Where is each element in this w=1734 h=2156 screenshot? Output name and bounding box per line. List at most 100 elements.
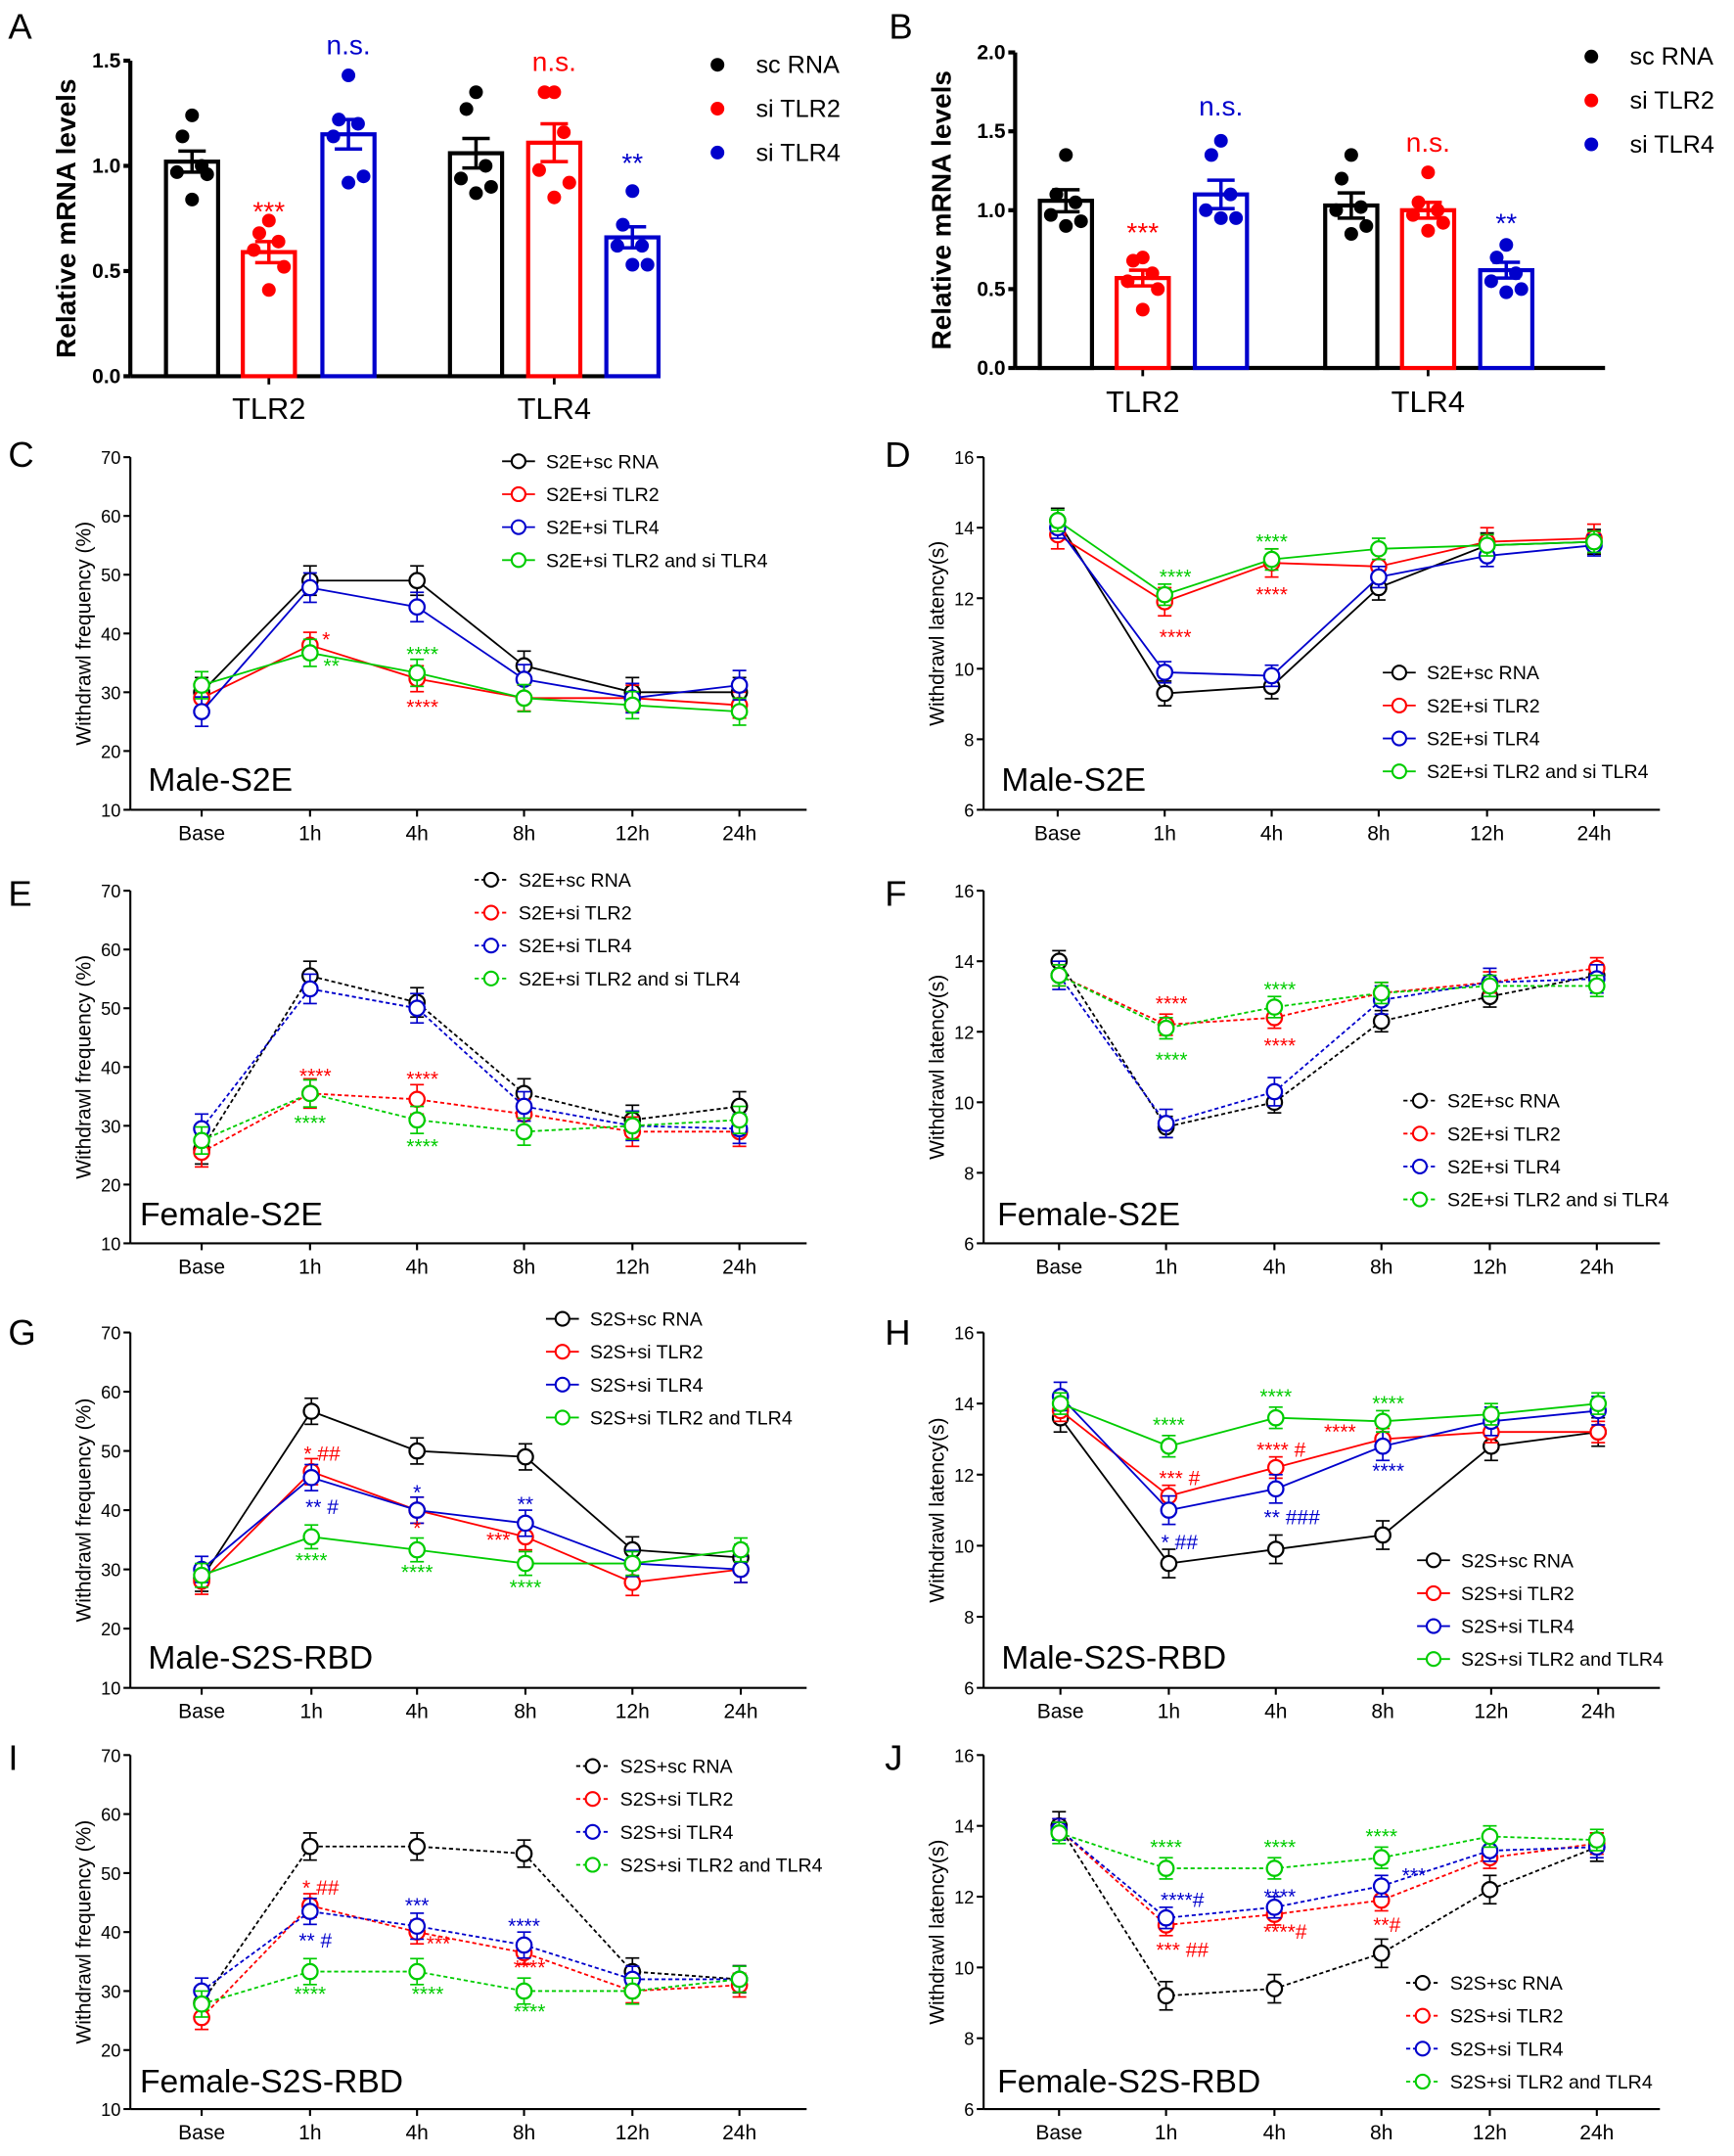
y-tick-label: 10 <box>954 1093 974 1113</box>
legend-label: S2E+si TLR2 and si TLR4 <box>1427 761 1649 783</box>
y-tick-label: 40 <box>101 624 120 644</box>
data-point <box>1266 1540 1285 1558</box>
x-tick-label: 4h <box>405 1256 428 1278</box>
data-point <box>300 578 319 597</box>
data-point <box>300 644 319 662</box>
significance-label: **** <box>508 1915 540 1938</box>
panel-i: I 10 20 30 40 50 60 70 Withdrawl frequency (%) Ba… <box>8 1738 822 2144</box>
y-axis-label: Withdrawl latency(s) <box>927 1418 949 1603</box>
significance-label: *** # <box>1159 1467 1200 1490</box>
panel-letter: B <box>889 7 912 47</box>
legend-marker <box>1414 2041 1431 2057</box>
data-point <box>1229 210 1244 225</box>
data-point <box>469 186 483 201</box>
series-line <box>1058 1828 1597 1919</box>
data-point <box>1370 539 1388 558</box>
legend-marker <box>1411 1191 1429 1208</box>
legend-label: S2S+si TLR2 <box>590 1342 704 1363</box>
y-tick-label: 60 <box>101 1806 120 1825</box>
significance-label: ** <box>1495 207 1517 238</box>
series-line <box>201 987 740 1130</box>
data-point <box>302 1402 321 1420</box>
data-point <box>459 102 474 116</box>
data-point <box>408 1837 427 1856</box>
legend-label: S2S+si TLR2 <box>620 1789 734 1811</box>
data-point <box>1157 1908 1175 1927</box>
x-tick-label: Base <box>178 822 225 845</box>
series-line <box>201 1409 742 1580</box>
data-point <box>515 1845 533 1862</box>
data-point <box>193 1566 210 1584</box>
data-point <box>730 1111 749 1129</box>
data-point <box>271 234 286 249</box>
legend-label: S2S+si TLR4 <box>620 1822 734 1844</box>
y-axis-label: Withdrawl latency(s) <box>927 541 949 726</box>
x-tick-label: 4h <box>1263 2122 1286 2144</box>
data-point <box>1436 215 1450 230</box>
data-point <box>1359 218 1374 233</box>
legend-label: S2E+si TLR4 <box>546 518 660 539</box>
significance-label: **** <box>1255 531 1288 554</box>
y-tick-label: 10 <box>101 1679 120 1699</box>
legend-label: S2E+si TLR4 <box>1427 729 1540 751</box>
significance-label: n.s. <box>1199 91 1243 121</box>
x-tick-label: 12h <box>1474 1700 1508 1722</box>
legend-label: S2S+si TLR4 <box>1450 2039 1564 2060</box>
data-point <box>1489 251 1504 265</box>
x-tick-label: 8h <box>513 822 535 845</box>
y-tick-label: 12 <box>954 1466 974 1486</box>
legend-label: S2S+sc RNA <box>590 1309 704 1331</box>
legend-marker <box>710 58 725 72</box>
data-point <box>356 169 371 184</box>
panel-letter: A <box>8 7 32 47</box>
data-point <box>610 239 624 253</box>
significance-label: n.s. <box>1406 127 1450 158</box>
x-tick-label: 24h <box>723 1700 757 1722</box>
legend-marker <box>554 1376 570 1393</box>
y-tick-label: 16 <box>954 1746 974 1766</box>
x-tick-label: 12h <box>616 1256 650 1278</box>
legend-label: S2S+si TLR4 <box>1461 1617 1574 1638</box>
y-tick-label: 6 <box>964 801 974 820</box>
y-tick-label: 12 <box>954 589 974 609</box>
series-line <box>201 1970 740 2005</box>
x-tick-label: Base <box>178 1700 225 1722</box>
series-line <box>201 579 740 694</box>
x-tick-label: 4h <box>405 1700 428 1722</box>
data-point <box>1157 1859 1175 1877</box>
y-tick-label: 50 <box>101 1864 120 1884</box>
y-tick-label: 8 <box>964 1164 974 1183</box>
panel-title: Female-S2S-RBD <box>997 2064 1260 2100</box>
legend-label: S2S+si TLR2 and TLR4 <box>620 1855 823 1876</box>
legend-label: S2E+si TLR2 and si TLR4 <box>519 969 741 990</box>
significance-label: **** <box>1263 979 1296 1001</box>
legend-marker <box>710 102 725 116</box>
y-tick-label: 0.5 <box>92 260 121 283</box>
data-point <box>517 1514 534 1533</box>
data-point <box>326 129 341 144</box>
panel-letter: J <box>885 1738 902 1778</box>
significance-label: * <box>413 1482 421 1504</box>
legend-marker <box>510 519 526 535</box>
significance-label: *** <box>405 1895 430 1917</box>
data-point <box>469 85 483 100</box>
legend-label: S2E+sc RNA <box>1427 663 1540 684</box>
y-tick-label: 10 <box>101 1234 120 1254</box>
y-tick-label: 20 <box>101 1175 120 1195</box>
data-point <box>1262 550 1281 569</box>
significance-label: **** <box>514 1956 546 1979</box>
series-line <box>1058 975 1597 1124</box>
series-line <box>1060 1409 1599 1497</box>
data-point <box>1043 207 1058 222</box>
legend-marker <box>1391 665 1407 681</box>
legend-label: si TLR4 <box>755 139 840 166</box>
y-axis-label: Withdrawl frequency (%) <box>73 1399 96 1623</box>
significance-label: **** <box>406 643 438 665</box>
data-point <box>1265 1899 1284 1916</box>
significance-label: *** <box>427 1933 451 1955</box>
significance-label: **** <box>1259 1386 1292 1408</box>
y-tick-label: 16 <box>954 882 974 901</box>
significance-label: **** <box>1324 1421 1356 1444</box>
series-line <box>1058 960 1597 1128</box>
